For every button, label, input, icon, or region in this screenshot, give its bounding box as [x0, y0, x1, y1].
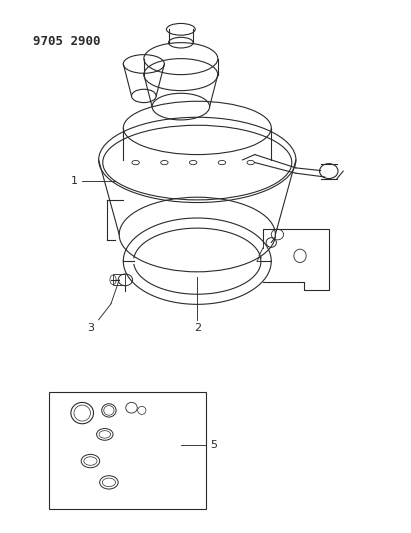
Text: 1: 1 [70, 176, 78, 186]
Text: 5: 5 [210, 440, 217, 450]
Bar [49, 392, 206, 509]
Text: 4: 4 [255, 256, 263, 266]
Text: 9705 2900: 9705 2900 [33, 35, 100, 47]
Bar [113, 274, 125, 285]
Text: 2: 2 [194, 323, 201, 333]
Text: 3: 3 [87, 323, 94, 333]
